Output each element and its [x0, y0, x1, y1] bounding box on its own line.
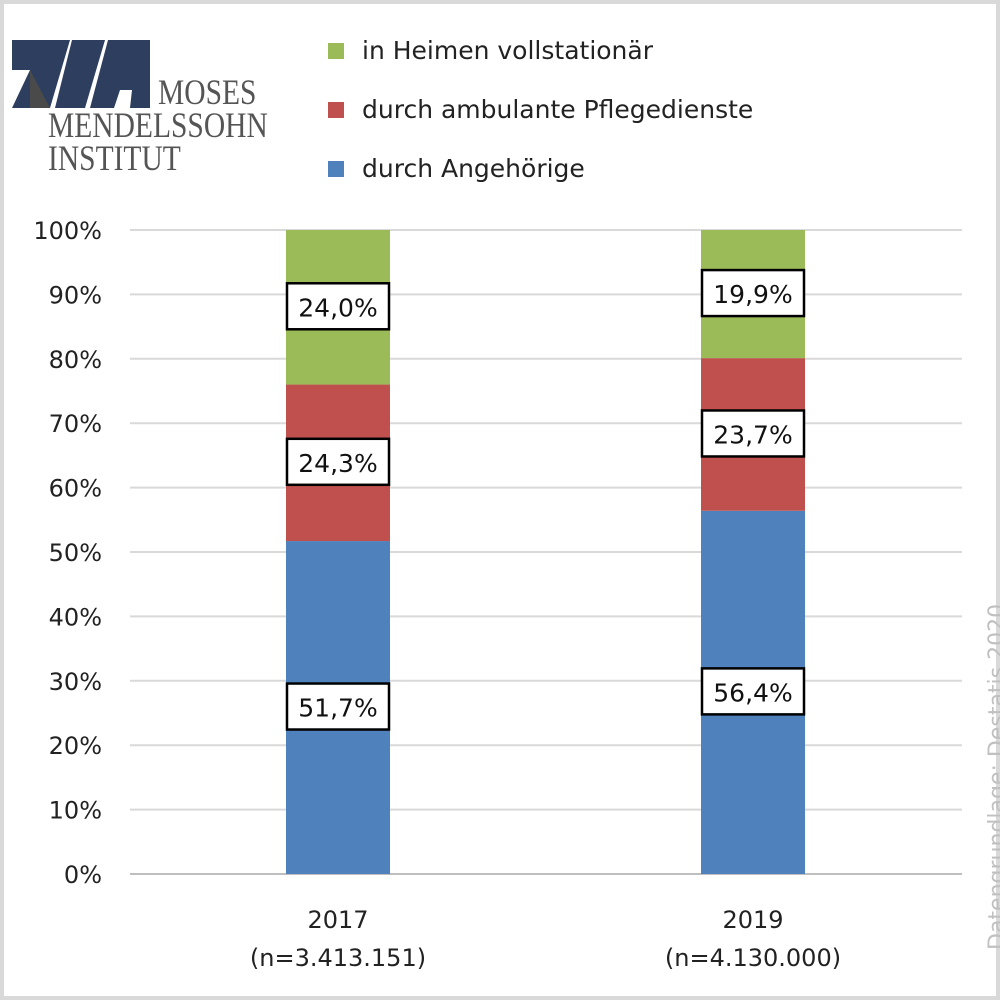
y-tick-label: 40% — [49, 603, 102, 631]
data-label-box — [700, 409, 806, 458]
y-tick-label: 70% — [49, 410, 102, 438]
legend-label: in Heimen vollstationär — [362, 36, 654, 65]
logo-text-mendelssohn: MENDELSSOHN — [48, 105, 268, 145]
y-tick-label: 20% — [49, 732, 102, 760]
logo-mark-icon — [12, 40, 150, 108]
legend-swatch-red — [328, 101, 344, 118]
data-label-box — [285, 437, 391, 487]
data-label-box — [700, 268, 806, 318]
data-label: 51,7% — [298, 694, 377, 723]
legend-label: durch Angehörige — [362, 154, 585, 183]
y-tick-label: 80% — [49, 346, 102, 374]
legend-item-heime: in Heimen vollstationär — [328, 36, 653, 65]
y-tick-label: 10% — [49, 797, 102, 825]
data-label: 19,9% — [713, 280, 792, 309]
legend-item-ambulant: durch ambulante Pflegedienste — [328, 95, 753, 124]
logo: MOSES MENDELSSOHN INSTITUT — [10, 40, 268, 176]
data-label-box — [285, 282, 391, 331]
logo-text-moses: MOSES — [158, 72, 257, 112]
x-tick-label-n: (n=3.413.151) — [250, 944, 426, 972]
data-label-box — [285, 682, 391, 731]
y-tick-label: 30% — [49, 668, 102, 696]
source-note: Datengrundlage: Destatis 2020 — [985, 603, 1000, 950]
y-tick-label: 60% — [49, 475, 102, 503]
y-tick-label: 90% — [49, 281, 102, 309]
x-tick-label-year: 2019 — [722, 906, 783, 934]
y-tick-label: 50% — [49, 539, 102, 567]
data-label: 24,3% — [298, 449, 377, 478]
data-label: 24,0% — [298, 293, 377, 322]
y-tick-label: 100% — [33, 217, 102, 245]
data-label: 23,7% — [713, 420, 792, 449]
logo-text-institut: INSTITUT — [48, 138, 181, 178]
legend-swatch-green — [328, 42, 344, 59]
data-label: 56,4% — [713, 678, 792, 707]
x-tick-label-n: (n=4.130.000) — [665, 944, 841, 972]
y-tick-label: 0% — [64, 861, 102, 889]
data-label-box — [700, 667, 806, 716]
x-tick-label-year: 2017 — [307, 906, 368, 934]
legend-swatch-blue — [328, 160, 344, 177]
legend-label: durch ambulante Pflegedienste — [362, 95, 754, 124]
legend-item-angehoerige: durch Angehörige — [328, 154, 585, 183]
